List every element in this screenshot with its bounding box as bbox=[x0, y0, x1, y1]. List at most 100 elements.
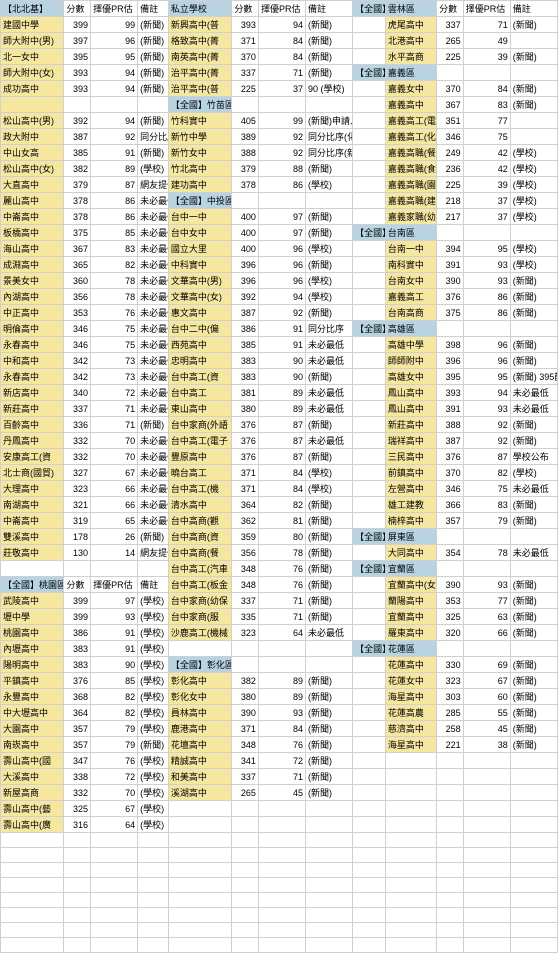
cell: 花蓮高中 bbox=[385, 657, 436, 673]
cell bbox=[437, 65, 464, 81]
cell: 337 bbox=[232, 593, 259, 609]
cell: 東山高中 bbox=[168, 401, 231, 417]
cell: 永春高中 bbox=[1, 337, 64, 353]
cell: 新莊高中 bbox=[1, 401, 64, 417]
cell bbox=[463, 641, 510, 657]
cell: 347 bbox=[64, 753, 91, 769]
cell bbox=[353, 908, 386, 923]
cell: (新聞) bbox=[138, 81, 169, 97]
cell: 81 bbox=[258, 513, 305, 529]
cell bbox=[64, 97, 91, 113]
cell: 未必最低 bbox=[306, 433, 353, 449]
cell bbox=[353, 593, 386, 609]
cell: 南崁高中 bbox=[1, 737, 64, 753]
cell: 分數 bbox=[232, 1, 259, 17]
cell bbox=[168, 938, 231, 953]
cell: 45 bbox=[463, 721, 510, 737]
cell: 258 bbox=[437, 721, 464, 737]
cell bbox=[510, 863, 557, 878]
cell bbox=[510, 641, 557, 657]
cell: 82 bbox=[91, 257, 138, 273]
cell: 356 bbox=[232, 545, 259, 561]
cell: 86 bbox=[91, 209, 138, 225]
cell: 鳳山高中 bbox=[385, 385, 436, 401]
cell: 壽山高中(藝 bbox=[1, 801, 64, 817]
cell: 嘉義高工 bbox=[385, 289, 436, 305]
cell: 93 bbox=[463, 257, 510, 273]
cell bbox=[258, 878, 305, 893]
cell: (學校) bbox=[306, 465, 353, 481]
cell bbox=[353, 385, 386, 401]
cell bbox=[510, 785, 557, 801]
cell: 海星高中 bbox=[385, 737, 436, 753]
cell: 323 bbox=[232, 625, 259, 641]
cell: 45 bbox=[258, 785, 305, 801]
cell: 94 bbox=[463, 385, 510, 401]
cell: 390 bbox=[232, 705, 259, 721]
cell: 330 bbox=[437, 657, 464, 673]
cell bbox=[138, 848, 169, 863]
cell bbox=[306, 863, 353, 878]
cell bbox=[138, 923, 169, 938]
cell: 羅東高中 bbox=[385, 625, 436, 641]
cell: 71 bbox=[463, 17, 510, 33]
cell: 治平高中(普 bbox=[168, 81, 231, 97]
cell: 265 bbox=[437, 33, 464, 49]
cell: (新聞) bbox=[306, 49, 353, 65]
cell: 未必最低 bbox=[138, 209, 169, 225]
cell: 未必最低 bbox=[306, 625, 353, 641]
cell: 353 bbox=[437, 593, 464, 609]
cell: 84 bbox=[258, 721, 305, 737]
cell: (新聞) bbox=[138, 49, 169, 65]
cell: 南英高中(菁 bbox=[168, 49, 231, 65]
cell: 海山高中 bbox=[1, 241, 64, 257]
cell bbox=[1, 893, 64, 908]
cell: 93 bbox=[463, 401, 510, 417]
cell: (新聞) bbox=[510, 721, 557, 737]
cell: 80 bbox=[258, 529, 305, 545]
cell: 338 bbox=[64, 769, 91, 785]
cell: (新聞) bbox=[510, 737, 557, 753]
cell: (新聞) bbox=[306, 497, 353, 513]
cell bbox=[232, 878, 259, 893]
cell: 未必最低 bbox=[138, 337, 169, 353]
cell: 42 bbox=[463, 161, 510, 177]
cell bbox=[168, 893, 231, 908]
cell: 337 bbox=[232, 769, 259, 785]
cell: 台南一中 bbox=[385, 241, 436, 257]
cell bbox=[258, 801, 305, 817]
cell: 未必最低 bbox=[138, 369, 169, 385]
cell: 95 bbox=[463, 369, 510, 385]
cell: 366 bbox=[437, 497, 464, 513]
cell bbox=[385, 878, 436, 893]
cell: (新聞) bbox=[138, 145, 169, 161]
cell: 14 bbox=[91, 545, 138, 561]
cell: (學校) bbox=[138, 689, 169, 705]
cell bbox=[353, 289, 386, 305]
cell: 松山高中(女) bbox=[1, 161, 64, 177]
cell: 72 bbox=[91, 385, 138, 401]
cell: 96 bbox=[258, 241, 305, 257]
cell: 治平高中(菁 bbox=[168, 65, 231, 81]
cell: 中科實中 bbox=[168, 257, 231, 273]
cell bbox=[258, 657, 305, 673]
cell: 大同高中 bbox=[385, 545, 436, 561]
cell bbox=[353, 863, 386, 878]
cell bbox=[91, 908, 138, 923]
cell: 武陵高中 bbox=[1, 593, 64, 609]
cell: 94 bbox=[258, 289, 305, 305]
cell: (學校) bbox=[306, 241, 353, 257]
cell: 91 bbox=[258, 321, 305, 337]
cell: (新聞) bbox=[306, 369, 353, 385]
cell: 96 bbox=[91, 33, 138, 49]
cell: 96 bbox=[463, 353, 510, 369]
cell bbox=[232, 893, 259, 908]
cell: 86 bbox=[463, 289, 510, 305]
cell: (學校) bbox=[138, 609, 169, 625]
cell: 218 bbox=[437, 193, 464, 209]
cell: 316 bbox=[64, 817, 91, 833]
cell bbox=[138, 878, 169, 893]
cell: 精誠高中 bbox=[168, 753, 231, 769]
cell bbox=[463, 938, 510, 953]
cell: 未必最低 bbox=[138, 289, 169, 305]
